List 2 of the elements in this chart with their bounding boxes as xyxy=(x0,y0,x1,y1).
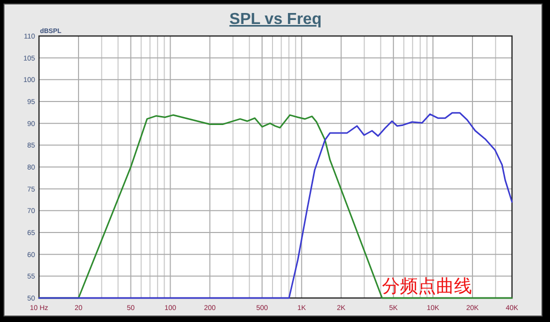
annotation: 分频点曲线 xyxy=(382,276,472,296)
chart-title: SPL vs Freq xyxy=(229,11,322,28)
